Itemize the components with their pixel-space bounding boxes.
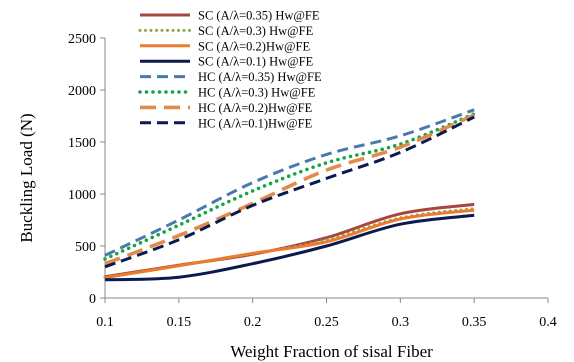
series-line-5 (104, 108, 475, 257)
series-line-8 (104, 115, 475, 269)
series-line-4 (104, 213, 475, 282)
y-tick-label: 1000 (68, 188, 96, 203)
legend-label-2: SC (A/λ=0.3) Hw@FE (198, 24, 314, 38)
series-line-3 (104, 208, 475, 280)
legend-label-1: SC (A/λ=0.35) Hw@FE (198, 9, 320, 23)
legend-label-3: SC (A/λ=0.2)Hw@FE (198, 39, 310, 53)
y-tick-label: 500 (75, 240, 96, 255)
x-tick-label: 0.2 (244, 315, 262, 330)
legend-label-8: HC (A/λ=0.1)Hw@FE (198, 116, 313, 130)
legend-label-7: HC (A/λ=0.2)Hw@FE (198, 101, 313, 115)
x-tick-label: 0.4 (539, 315, 557, 330)
x-tick-label: 0.35 (462, 315, 487, 330)
y-tick-label: 2000 (68, 84, 96, 99)
x-tick-label: 0.3 (392, 315, 410, 330)
series-lines (103, 108, 476, 282)
x-axis-label: Weight Fraction of sisal Fiber (230, 342, 433, 361)
y-tick-label: 2500 (68, 32, 96, 47)
y-tick-label: 0 (89, 292, 96, 307)
legend-label-6: HC (A/λ=0.3) Hw@FE (198, 86, 316, 100)
plot-axes: 0 500 1000 1500 2000 2500 0.1 0.15 0.2 0.25 0.3 0.3… (68, 32, 557, 330)
legend-label-5: HC (A/λ=0.35) Hw@FE (198, 70, 322, 84)
x-tick-label: 0.1 (96, 315, 114, 330)
y-tick-label: 1500 (68, 136, 96, 151)
x-tick-label: 0.25 (314, 315, 339, 330)
series-line-7 (104, 113, 475, 266)
legend-label-4: SC (A/λ=0.1) Hw@FE (198, 55, 314, 69)
x-tick-label: 0.15 (167, 315, 192, 330)
series-line-6 (103, 112, 476, 261)
y-axis-label: Buckling Load (N) (17, 113, 36, 242)
